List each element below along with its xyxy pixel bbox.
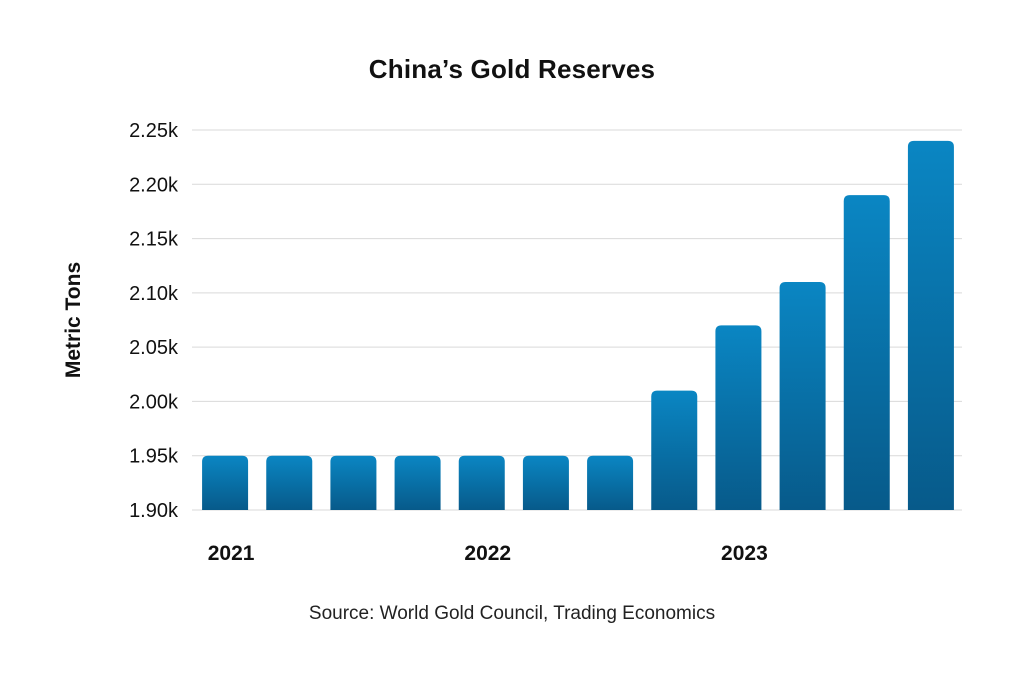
source-note: Source: World Gold Council, Trading Econ… [308, 603, 716, 624]
y-tick-label: 2.20k [129, 174, 179, 196]
bar [587, 455, 634, 510]
gridlines [192, 129, 962, 511]
chart-title: China’s Gold Reserves [368, 54, 656, 84]
bars [202, 140, 954, 510]
bar [266, 455, 313, 510]
bar [843, 195, 890, 510]
x-tick-label: 2023 [721, 542, 768, 565]
bar [907, 140, 954, 510]
bar [715, 325, 762, 510]
bar [202, 455, 249, 510]
y-tick-label: 2.05k [129, 337, 179, 359]
y-tick-label: 2.00k [129, 391, 179, 413]
bar [651, 390, 698, 510]
y-tick-labels: 1.90k 1.95k 2.00k 2.05k 2.10k 2.15k 2.20k 2.25k [129, 120, 179, 522]
bar [522, 455, 569, 510]
bar [330, 455, 377, 510]
y-tick-label: 1.95k [129, 446, 179, 468]
x-tick-labels: 2021 2022 2023 [208, 542, 768, 565]
y-tick-label: 2.25k [129, 120, 179, 142]
bar [458, 455, 505, 510]
x-tick-label: 2021 [208, 542, 255, 565]
y-tick-label: 2.15k [129, 229, 179, 251]
bar [779, 282, 826, 510]
bar [394, 455, 441, 510]
x-tick-label: 2022 [464, 542, 511, 565]
y-tick-label: 2.10k [129, 283, 179, 305]
y-tick-label: 1.90k [129, 500, 179, 522]
